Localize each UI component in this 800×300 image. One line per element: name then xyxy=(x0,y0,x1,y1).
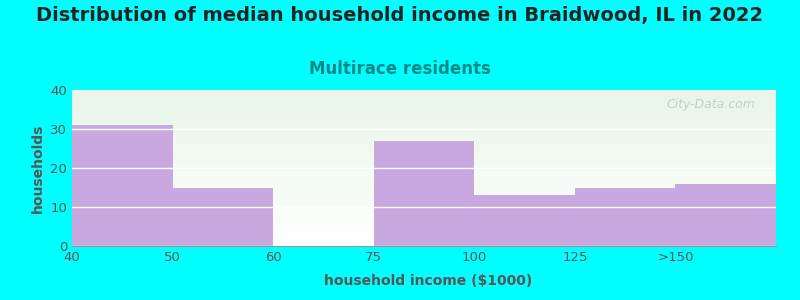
Text: City-Data.com: City-Data.com xyxy=(666,98,755,111)
Bar xyxy=(374,141,474,246)
Bar xyxy=(474,195,575,246)
Bar xyxy=(72,125,173,246)
Bar xyxy=(575,188,675,246)
Bar xyxy=(173,188,273,246)
Bar xyxy=(675,184,776,246)
Text: Distribution of median household income in Braidwood, IL in 2022: Distribution of median household income … xyxy=(37,6,763,25)
Y-axis label: households: households xyxy=(30,123,45,213)
Text: household income ($1000): household income ($1000) xyxy=(324,274,532,288)
Text: Multirace residents: Multirace residents xyxy=(309,60,491,78)
